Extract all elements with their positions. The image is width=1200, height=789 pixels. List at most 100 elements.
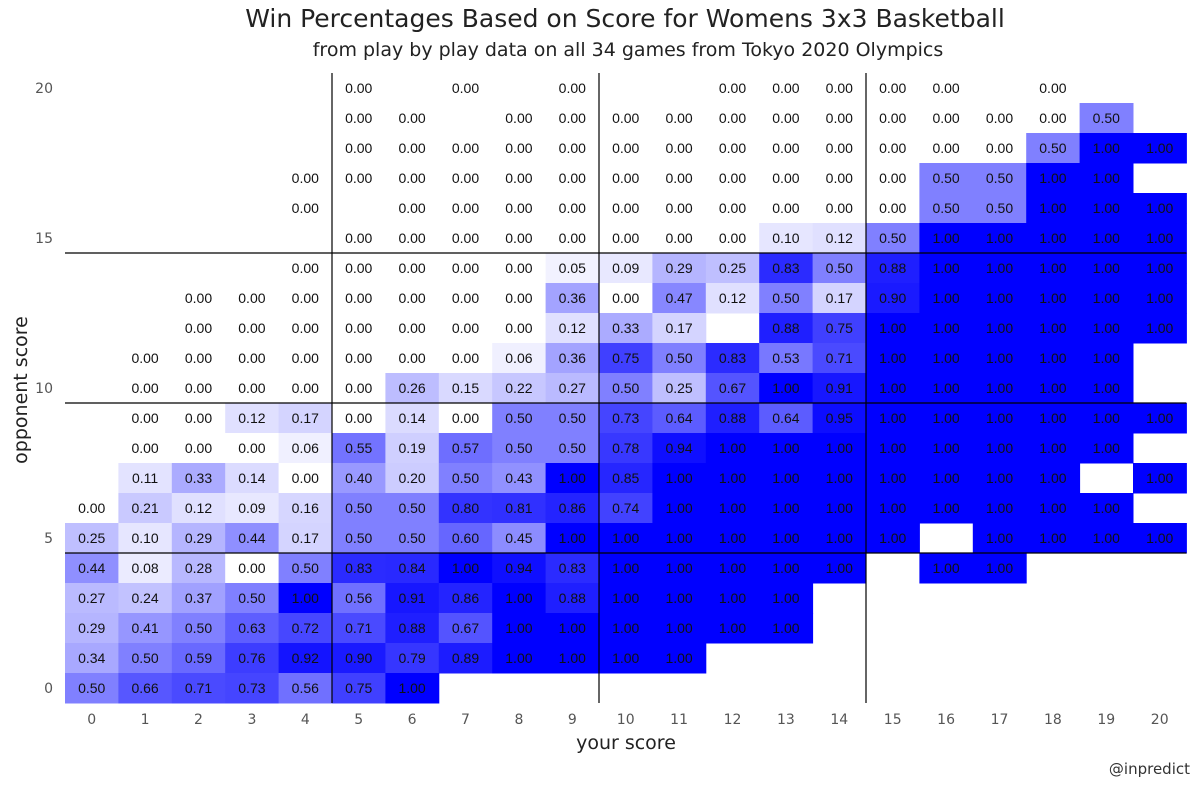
heatmap-cell bbox=[652, 493, 707, 524]
heatmap-cell bbox=[759, 73, 814, 104]
cell-value-label: 0.00 bbox=[772, 140, 799, 156]
heatmap-cell bbox=[278, 673, 333, 704]
heatmap-cell bbox=[65, 643, 119, 674]
cell-value-label: 1.00 bbox=[932, 470, 959, 486]
x-tick-label: 10 bbox=[617, 712, 635, 728]
heatmap-cell bbox=[812, 133, 867, 164]
heatmap-cell bbox=[705, 73, 760, 104]
heatmap-cell bbox=[599, 313, 653, 344]
cell-value-label: 0.00 bbox=[772, 200, 799, 216]
cell-value-label: 1.00 bbox=[1039, 410, 1066, 426]
heatmap-cell bbox=[545, 283, 600, 314]
heatmap-cell bbox=[545, 463, 600, 494]
cell-value-label: 0.86 bbox=[559, 500, 586, 516]
cell-value-label: 1.00 bbox=[986, 380, 1013, 396]
cell-value-label: 1.00 bbox=[665, 530, 692, 546]
cell-value-label: 0.47 bbox=[665, 290, 692, 306]
x-tick-label: 1 bbox=[141, 712, 150, 728]
heatmap-cell bbox=[972, 283, 1027, 314]
heatmap-cell bbox=[1133, 313, 1187, 344]
cell-value-label: 1.00 bbox=[986, 500, 1013, 516]
cell-value-label: 0.00 bbox=[986, 110, 1013, 126]
cell-value-label: 0.91 bbox=[398, 590, 425, 606]
cell-value-label: 1.00 bbox=[1146, 200, 1173, 216]
heatmap-cell bbox=[225, 643, 280, 674]
heatmap-cell bbox=[652, 103, 707, 134]
cell-value-label: 0.00 bbox=[505, 230, 532, 246]
heatmap-cell bbox=[599, 193, 653, 224]
heatmap-cell bbox=[1079, 163, 1134, 194]
heatmap-cell bbox=[278, 643, 333, 674]
cell-value-label: 1.00 bbox=[932, 500, 959, 516]
cell-value-label: 0.33 bbox=[612, 320, 639, 336]
cell-value-label: 0.21 bbox=[131, 500, 158, 516]
cell-value-label: 0.92 bbox=[292, 650, 319, 666]
cell-value-label: 0.00 bbox=[559, 140, 586, 156]
cell-value-label: 1.00 bbox=[879, 500, 906, 516]
heatmap-cell bbox=[1133, 283, 1187, 314]
heatmap-cell bbox=[278, 553, 333, 584]
heatmap-cell bbox=[492, 253, 547, 284]
heatmap-cell bbox=[385, 403, 440, 434]
x-tick-label: 20 bbox=[1151, 712, 1169, 728]
cell-value-label: 0.00 bbox=[772, 170, 799, 186]
cell-value-label: 0.88 bbox=[772, 320, 799, 336]
heatmap-cell bbox=[919, 463, 974, 494]
cell-value-label: 0.20 bbox=[398, 470, 425, 486]
cell-value-label: 1.00 bbox=[986, 230, 1013, 246]
cell-value-label: 1.00 bbox=[879, 410, 906, 426]
heatmap-cell bbox=[545, 373, 600, 404]
heatmap-cell bbox=[599, 553, 653, 584]
heatmap-cell bbox=[1133, 193, 1187, 224]
heatmap-cell bbox=[278, 283, 333, 314]
x-tick-label: 9 bbox=[568, 712, 577, 728]
heatmap-cell bbox=[599, 613, 653, 644]
heatmap-cell bbox=[385, 523, 440, 554]
cell-value-label: 0.29 bbox=[78, 620, 105, 636]
cell-value-label: 0.00 bbox=[345, 140, 372, 156]
cell-value-label: 0.59 bbox=[185, 650, 212, 666]
heatmap-cell bbox=[278, 403, 333, 434]
cell-value-label: 0.00 bbox=[452, 230, 479, 246]
cell-value-label: 1.00 bbox=[772, 620, 799, 636]
heatmap-cell bbox=[545, 523, 600, 554]
cell-value-label: 0.90 bbox=[345, 650, 372, 666]
heatmap-cell bbox=[438, 223, 493, 254]
cell-value-label: 1.00 bbox=[932, 440, 959, 456]
cell-value-label: 1.00 bbox=[398, 680, 425, 696]
cell-value-label: 0.00 bbox=[452, 410, 479, 426]
cell-value-label: 0.50 bbox=[1039, 140, 1066, 156]
heatmap-cell bbox=[65, 553, 119, 584]
cell-value-label: 0.00 bbox=[612, 230, 639, 246]
cell-value-label: 1.00 bbox=[986, 470, 1013, 486]
heatmap-cell bbox=[652, 403, 707, 434]
heatmap-cell bbox=[385, 613, 440, 644]
cell-value-label: 0.00 bbox=[826, 140, 853, 156]
cell-value-label: 0.63 bbox=[238, 620, 265, 636]
heatmap-cell bbox=[759, 283, 814, 314]
cell-value-label: 1.00 bbox=[1146, 530, 1173, 546]
x-tick-label: 3 bbox=[247, 712, 256, 728]
cell-value-label: 0.00 bbox=[292, 350, 319, 366]
heatmap-cell bbox=[866, 193, 920, 224]
cell-value-label: 0.37 bbox=[185, 590, 212, 606]
heatmap-cell bbox=[438, 523, 493, 554]
heatmap-cell bbox=[866, 283, 920, 314]
cell-value-label: 0.00 bbox=[292, 380, 319, 396]
heatmap-cell bbox=[332, 433, 386, 464]
heatmap-cell bbox=[438, 403, 493, 434]
cell-value-label: 1.00 bbox=[1039, 470, 1066, 486]
cell-value-label: 0.50 bbox=[452, 470, 479, 486]
cell-value-label: 1.00 bbox=[665, 650, 692, 666]
cell-value-label: 0.00 bbox=[238, 320, 265, 336]
heatmap-cell bbox=[171, 433, 226, 464]
cell-value-label: 1.00 bbox=[292, 590, 319, 606]
cell-value-label: 0.00 bbox=[131, 380, 158, 396]
cell-value-label: 0.89 bbox=[452, 650, 479, 666]
cell-value-label: 1.00 bbox=[986, 410, 1013, 426]
heatmap-cell bbox=[1133, 223, 1187, 254]
cell-value-label: 1.00 bbox=[986, 530, 1013, 546]
cell-value-label: 1.00 bbox=[986, 350, 1013, 366]
cell-value-label: 0.44 bbox=[238, 530, 265, 546]
